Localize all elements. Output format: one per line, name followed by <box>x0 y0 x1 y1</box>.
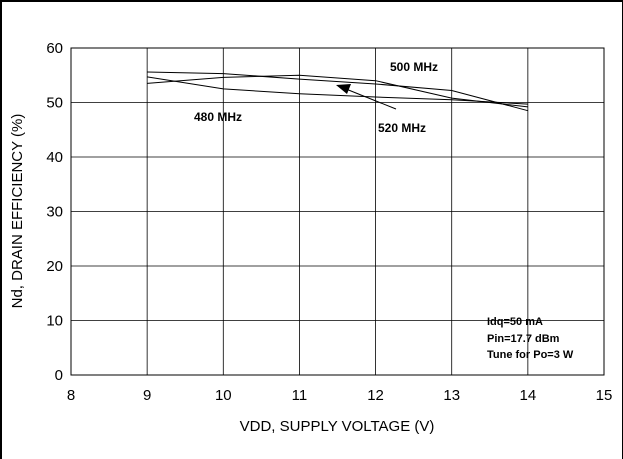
y-tick-label: 0 <box>55 367 63 384</box>
x-tick-label: 8 <box>67 387 75 404</box>
y-axis-title: Nd, DRAIN EFFICIENCY (%) <box>9 114 26 309</box>
y-tick-labels: 0 10 20 30 40 50 60 <box>46 40 63 384</box>
condition-idq: Idq=50 mA <box>487 316 543 328</box>
y-tick-label: 40 <box>46 149 63 166</box>
series-lines <box>147 71 528 112</box>
grid <box>71 48 604 375</box>
condition-tune: Tune for Po=3 W <box>487 349 574 361</box>
y-tick-label: 10 <box>46 313 63 330</box>
series-line-500mhz <box>147 71 528 112</box>
series-label-500mhz: 500 MHz <box>390 60 438 74</box>
y-tick-label: 20 <box>46 258 63 275</box>
y-tick-label: 30 <box>46 204 63 221</box>
x-tick-label: 15 <box>596 387 613 404</box>
series-label-480mhz: 480 MHz <box>194 110 242 124</box>
series-line-520mhz <box>147 76 528 105</box>
x-tick-labels: 8 9 10 11 12 13 14 15 <box>67 387 613 404</box>
x-tick-label: 10 <box>215 387 232 404</box>
x-axis-title: VDD, SUPPLY VOLTAGE (V) <box>240 418 435 435</box>
x-tick-label: 12 <box>367 387 384 404</box>
series-label-520mhz: 520 MHz <box>378 121 426 135</box>
x-tick-label: 9 <box>143 387 151 404</box>
y-tick-label: 60 <box>46 40 63 57</box>
series-line-480mhz <box>147 74 528 108</box>
pointer-arrow-head <box>336 84 351 94</box>
x-tick-label: 11 <box>292 387 308 404</box>
plot-border <box>70 47 605 376</box>
y-tick-label: 50 <box>46 95 63 112</box>
x-tick-label: 14 <box>520 387 537 404</box>
x-tick-label: 13 <box>443 387 460 404</box>
pointer-arrow-line <box>345 88 397 110</box>
condition-pin: Pin=17.7 dBm <box>487 333 560 345</box>
